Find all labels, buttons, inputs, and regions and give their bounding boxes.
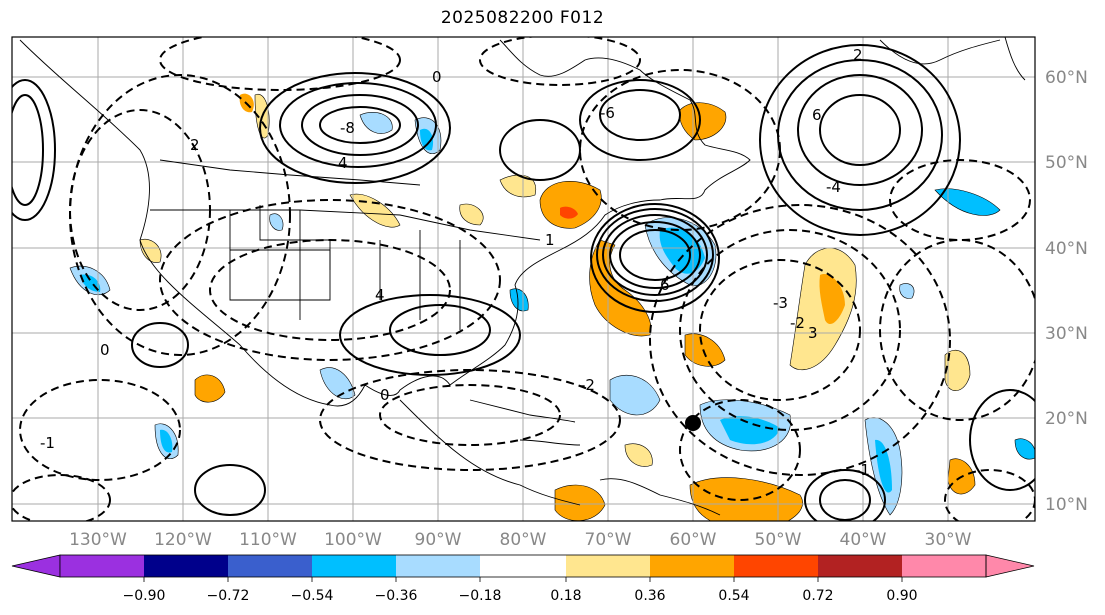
longitude-axis: 130°W 120°W 110°W 100°W 90°W 80°W 70°W 6… [69,530,972,550]
contour-label: 2 [190,136,200,154]
contour-label: -1 [40,434,55,452]
contour-label: 2 [853,46,863,64]
colorbar-tick-label: −0.18 [459,588,502,604]
lon-tick-label: 100°W [324,530,382,550]
contour-label: 0 [432,68,442,86]
colorbar-low-extend [11,554,61,578]
lon-tick-label: 90°W [415,530,462,550]
contour-label: 4 [375,286,385,304]
contour-label: 1 [545,231,555,249]
colorbar-segment [60,555,144,577]
colorbar-outline [59,554,987,578]
lon-tick-label: 40°W [840,530,887,550]
contour-label: 0 [100,341,110,359]
colorbar-segment [818,555,902,577]
contour-label: 6 [812,106,822,124]
lon-tick-label: 70°W [585,530,632,550]
contour-label: 3 [808,324,818,342]
colorbar-tick-label: −0.36 [375,588,418,604]
storm-center-marker [685,415,701,431]
contour-label: 4 [338,154,348,172]
shading-layer [69,93,1035,521]
contour-labels: 0 2 4 6 -1 -2 -3 -6 -8 0 2 -4 1 3 -2 -1 … [40,46,870,479]
lon-tick-label: 60°W [670,530,717,550]
contour-label: -2 [790,314,805,332]
coastline-layer [19,37,1026,516]
contour-label: 0 [380,386,390,404]
colorbar-segment [902,555,986,577]
contour-label: 6 [660,276,670,294]
contour-label: -3 [773,294,788,312]
solid-contours [12,44,1035,521]
colorbar-tick-labels: −0.90 −0.72 −0.54 −0.36 −0.18 0.18 0.36 … [123,588,918,604]
colorbar-segment [734,555,818,577]
colorbar-tick-label: 0.72 [802,588,833,604]
lat-tick-label: 50°N [1045,153,1088,173]
colorbar-segment [650,555,734,577]
map-title: 2025082200 F012 [440,8,605,28]
contour-label: -4 [826,178,841,196]
lat-tick-label: 30°N [1045,324,1088,344]
colorbar-tick-label: −0.90 [123,588,166,604]
dashed-contours [12,37,1035,521]
colorbar-segment [480,555,566,577]
contour-label: -1 [855,461,870,479]
colorbar-high-extend [985,554,1035,578]
lon-tick-label: 120°W [154,530,212,550]
map-frame [11,36,1036,522]
colorbar: −0.90 −0.72 −0.54 −0.36 −0.18 0.18 0.36 … [11,554,1035,604]
colorbar-segment [312,555,396,577]
lat-tick-label: 40°N [1045,239,1088,259]
colorbar-segment [144,555,228,577]
colorbar-tick-label: −0.72 [207,588,250,604]
lat-tick-label: 60°N [1045,68,1088,88]
colorbar-tick-label: 0.36 [634,588,665,604]
lon-tick-label: 80°W [500,530,547,550]
colorbar-tick-marks [143,577,903,582]
colorbar-tick-label: −0.54 [291,588,334,604]
colorbar-tick-label: 0.54 [718,588,749,604]
contour-label: -8 [340,119,355,137]
colorbar-tick-label: 0.90 [886,588,917,604]
lon-tick-label: 30°W [925,530,972,550]
latitude-axis: 60°N 50°N 40°N 30°N 20°N 10°N [1045,68,1088,515]
lon-tick-label: 130°W [69,530,127,550]
lat-tick-label: 20°N [1045,409,1088,429]
lat-tick-label: 10°N [1045,495,1088,515]
colorbar-tick-label: 0.18 [550,588,581,604]
contour-label: -2 [580,376,595,394]
lon-tick-label: 110°W [239,530,297,550]
colorbar-segment [566,555,650,577]
colorbar-segment [396,555,480,577]
lon-tick-label: 50°W [755,530,802,550]
contour-label: -6 [600,104,615,122]
colorbar-segment [228,555,312,577]
